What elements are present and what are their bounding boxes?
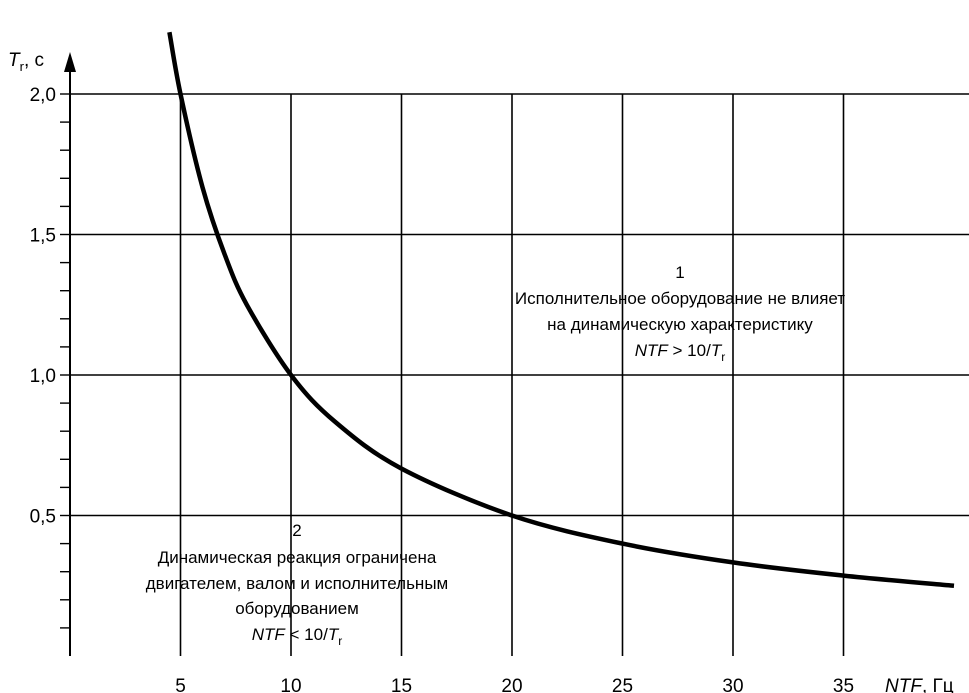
x-tick-label-10: 10 — [280, 676, 301, 693]
annotation-2-formula: NTF < 10/Tr — [252, 625, 342, 648]
y-axis-title: Tr, с — [8, 50, 44, 74]
x-tick-labels: 5 10 15 20 25 30 35 — [175, 676, 854, 693]
x-tick-label-15: 15 — [391, 676, 412, 693]
annotation-2-number: 2 — [292, 521, 301, 540]
annotation-1-formula: NTF > 10/Tr — [635, 341, 725, 364]
annotation-1-line-2: на динамическую характеристику — [547, 315, 813, 334]
series-curve — [167, 31, 955, 589]
x-axis-title: NTF, Гц — [885, 676, 954, 693]
annotation-region-1: 1 Исполнительное оборудование не влияет … — [515, 263, 845, 364]
x-tick-label-20: 20 — [501, 676, 522, 693]
x-tick-label-25: 25 — [612, 676, 633, 693]
annotation-1-number: 1 — [675, 263, 684, 282]
y-tick-label-2,0: 2,0 — [30, 85, 56, 106]
y-tick-label-0,5: 0,5 — [30, 507, 56, 528]
y-tick-label-1,0: 1,0 — [30, 366, 56, 387]
annotation-region-2: 2 Динамическая реакция ограничена двигат… — [146, 521, 448, 648]
x-tick-label-30: 30 — [722, 676, 743, 693]
annotation-2-line-1: Динамическая реакция ограничена — [158, 548, 437, 567]
x-tick-label-35: 35 — [833, 676, 854, 693]
y-tick-label-1,5: 1,5 — [30, 226, 56, 247]
y-tick-labels: 0,5 1,0 1,5 2,0 — [30, 85, 56, 528]
annotation-1-line-1: Исполнительное оборудование не влияет — [515, 289, 845, 308]
x-tick-label-5: 5 — [175, 676, 186, 693]
y-minor-ticks — [60, 93, 70, 629]
grid — [70, 93, 969, 656]
annotation-2-line-2: двигателем, валом и исполнительным — [146, 574, 448, 593]
annotation-2-line-3: оборудованием — [235, 599, 359, 618]
y-axis-arrow — [64, 52, 76, 72]
